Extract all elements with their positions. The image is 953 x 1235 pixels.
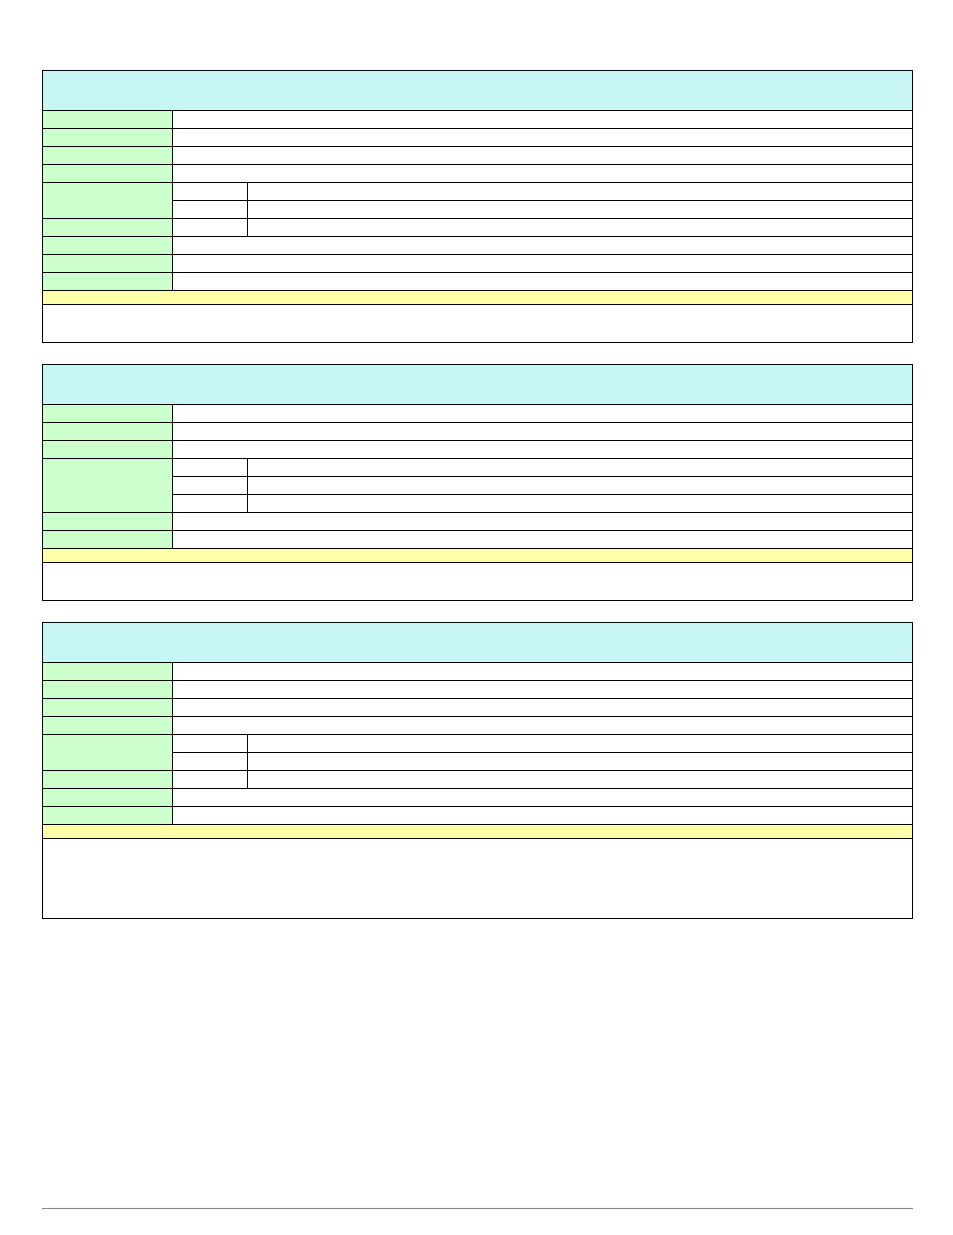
Bar [42,513,172,530]
Bar [42,680,172,698]
Bar [42,70,911,110]
Bar [42,146,172,164]
Bar [42,458,172,513]
Bar [42,272,172,290]
Bar [42,734,172,769]
Bar [42,164,172,182]
Bar [42,290,911,304]
Bar [42,219,172,236]
Bar [42,622,911,918]
Bar [42,110,172,128]
Bar [42,182,172,219]
Bar [42,236,172,254]
Bar [42,716,172,734]
Bar [42,364,911,600]
Bar [42,530,172,548]
Bar [42,422,172,440]
Bar [42,548,911,562]
Bar [42,364,911,404]
Bar [42,70,911,342]
Bar [42,662,172,680]
Bar [42,440,172,458]
Bar [42,254,172,272]
Bar [42,806,172,824]
Bar [42,128,172,146]
Bar [42,788,172,806]
Bar [42,622,911,662]
Bar [42,404,172,422]
Bar [42,769,172,788]
Bar [42,824,911,839]
Bar [42,698,172,716]
